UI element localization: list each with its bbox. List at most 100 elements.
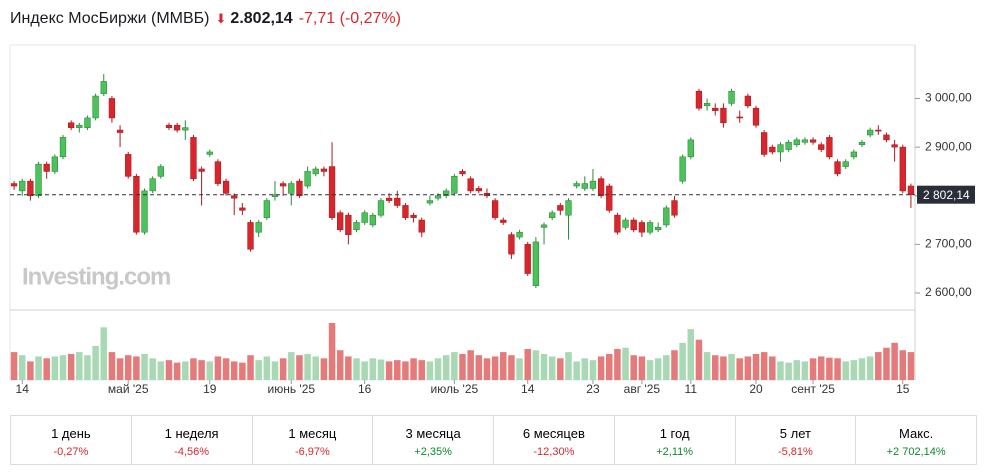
period-cell[interactable]: 1 месяц -6,97%	[253, 416, 374, 464]
volume-bar	[320, 358, 328, 380]
period-label: 1 неделя	[164, 426, 219, 441]
x-tick-label: июнь '25	[268, 382, 316, 396]
period-cell[interactable]: 5 лет -5,81%	[736, 416, 857, 464]
volume-bar	[43, 358, 50, 380]
y-tick-label: 2 600,00	[925, 285, 972, 299]
candle-body	[557, 205, 564, 211]
volume-bar	[565, 352, 572, 380]
last-price-box	[917, 185, 975, 204]
candle-body	[410, 214, 417, 218]
candle-body	[818, 144, 825, 150]
title: Индекс МосБиржи (ММВБ)	[10, 10, 210, 27]
candle-body	[801, 139, 809, 143]
volume-bar	[801, 361, 809, 380]
volume-bar	[491, 356, 499, 380]
candle-body	[100, 81, 107, 94]
x-tick-label: 11	[685, 382, 698, 396]
volume-bar	[540, 353, 548, 380]
volume-bar	[622, 347, 629, 380]
volume-bar	[442, 355, 450, 380]
period-label: 1 год	[659, 426, 690, 441]
volume-bar	[35, 356, 42, 380]
period-cell[interactable]: 1 год +2,11%	[615, 416, 736, 464]
candle-body	[247, 222, 254, 250]
candle-body	[133, 175, 140, 233]
chart: Investing.com 2 600,002 700,002 800,002 …	[9, 44, 975, 396]
volume-bar	[809, 358, 817, 380]
candle-body	[769, 146, 776, 153]
change: -7,71 (-0,27%)	[298, 10, 401, 27]
candle-body	[443, 190, 450, 197]
candle-body	[589, 180, 597, 189]
candle-body	[279, 183, 287, 187]
candle-body	[777, 144, 784, 153]
candle-body	[858, 141, 866, 145]
candle-body	[581, 183, 588, 189]
period-table: 1 день -0,27% 1 неделя -4,56% 1 месяц -6,97% 3…	[10, 415, 977, 465]
x-tick-label: 20	[749, 382, 763, 396]
volume-bar	[141, 353, 148, 380]
x-tick-label: 14	[521, 382, 535, 396]
period-cell[interactable]: 1 день -0,27%	[11, 416, 132, 464]
volume-bar	[793, 360, 801, 380]
candle-body	[695, 90, 703, 109]
volume-bar	[785, 362, 792, 380]
candle-body	[622, 219, 629, 228]
candle-body	[76, 124, 83, 128]
candle-body	[59, 137, 67, 158]
volume-bar	[247, 355, 254, 380]
x-tick-label: июль '25	[431, 382, 479, 396]
volume-bar	[328, 322, 336, 380]
period-cell[interactable]: 6 месяцев -12,30%	[494, 416, 615, 464]
x-tick-label: май '25	[108, 382, 149, 396]
candle-body	[263, 200, 270, 218]
period-label: 5 лет	[779, 426, 811, 441]
volume-bar	[394, 360, 401, 380]
volume-bar	[18, 355, 26, 380]
candle-body	[312, 168, 319, 175]
volume-bar	[548, 356, 556, 380]
volume-bar	[907, 352, 915, 380]
volume-bar	[826, 357, 833, 380]
period-cell[interactable]: Макс. +2 702,14%	[856, 416, 976, 464]
candle-body	[655, 227, 662, 231]
volume-bar	[149, 358, 156, 380]
candle-body	[867, 129, 874, 136]
candle-body	[573, 183, 580, 187]
period-change: -6,97%	[294, 446, 330, 458]
candle-body	[524, 244, 531, 274]
volume-bar	[345, 356, 352, 380]
volume-bar	[875, 352, 882, 380]
candle-body	[540, 224, 548, 228]
volume-bar	[426, 361, 434, 380]
volume-bar	[214, 356, 222, 380]
candle-body	[532, 241, 540, 286]
period-change: -5,81%	[777, 446, 813, 458]
candle-body	[467, 178, 474, 192]
candle-body	[434, 195, 442, 199]
volume-bar	[222, 358, 230, 380]
candle-body	[304, 171, 311, 187]
candle-body	[875, 129, 882, 132]
volume-bar	[679, 342, 686, 380]
candle-body	[679, 156, 686, 182]
candle-body	[418, 219, 425, 233]
period-change: -0,27%	[53, 446, 89, 458]
candle-body	[630, 219, 637, 231]
period-cell[interactable]: 1 неделя -4,56%	[132, 416, 253, 464]
candle-body	[646, 222, 654, 233]
period-cell[interactable]: 3 месяца +2,35%	[373, 416, 494, 464]
candle-body	[703, 103, 711, 107]
volume-bar	[597, 356, 605, 380]
volume-bar	[116, 358, 124, 380]
candle-body	[638, 222, 646, 233]
candle-body	[27, 180, 34, 197]
period-change: -12,30%	[533, 446, 575, 458]
volume-bar	[206, 361, 214, 380]
candle-body	[500, 219, 507, 223]
down-arrow: ⬇	[215, 11, 227, 26]
candle-body	[206, 151, 213, 155]
candle-body	[19, 180, 26, 192]
candle-body	[231, 195, 238, 199]
volume-bar	[630, 355, 637, 380]
